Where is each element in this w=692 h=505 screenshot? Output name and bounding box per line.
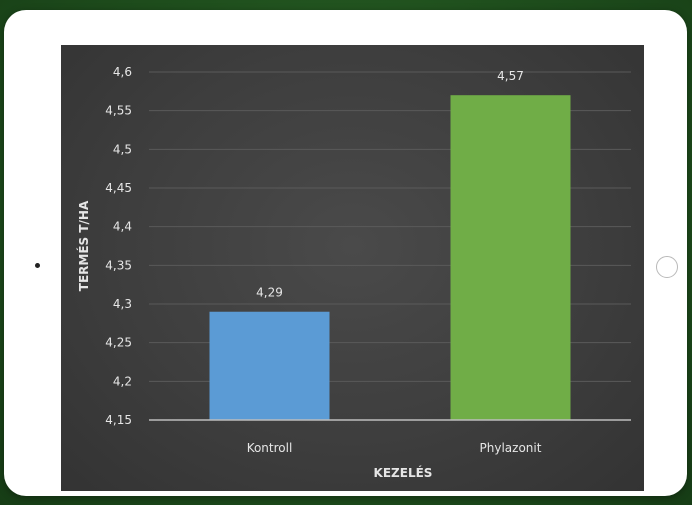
tablet-frame: 4,15 4,2 4,25 4,3 4,35 4,4 4,45 4,5 4,55 4,6 4,29… bbox=[4, 10, 687, 496]
y-tick-label: 4,35 bbox=[105, 258, 132, 272]
x-tick-label: Phylazonit bbox=[480, 441, 542, 455]
camera-dot bbox=[35, 263, 40, 268]
home-button[interactable] bbox=[656, 256, 678, 278]
y-tick-label: 4,6 bbox=[113, 65, 132, 79]
y-tick-label: 4,3 bbox=[113, 297, 132, 311]
y-tick-label: 4,2 bbox=[113, 374, 132, 388]
bars bbox=[209, 95, 571, 420]
y-tick-label: 4,15 bbox=[105, 413, 132, 427]
y-tick-label: 4,5 bbox=[113, 142, 132, 156]
bar-chart: 4,15 4,2 4,25 4,3 4,35 4,4 4,45 4,5 4,55 4,6 4,29… bbox=[76, 65, 631, 480]
y-axis-title: TERMÉS T/HA bbox=[76, 200, 91, 291]
x-axis-title: KEZELÉS bbox=[374, 465, 433, 480]
y-tick-label: 4,4 bbox=[113, 220, 132, 234]
data-labels: 4,29 4,57 bbox=[256, 69, 524, 300]
x-tick-labels: Kontroll Phylazonit bbox=[247, 441, 542, 455]
data-label: 4,57 bbox=[497, 69, 524, 83]
y-tick-labels: 4,15 4,2 4,25 4,3 4,35 4,4 4,45 4,5 4,55 4,6 bbox=[105, 65, 132, 427]
y-tick-label: 4,55 bbox=[105, 104, 132, 118]
bar-kontroll bbox=[209, 311, 330, 420]
y-tick-label: 4,45 bbox=[105, 181, 132, 195]
chart-screen: 4,15 4,2 4,25 4,3 4,35 4,4 4,45 4,5 4,55 4,6 4,29… bbox=[61, 45, 644, 491]
bar-phylazonit bbox=[450, 95, 571, 420]
data-label: 4,29 bbox=[256, 286, 283, 300]
x-tick-label: Kontroll bbox=[247, 441, 293, 455]
y-tick-label: 4,25 bbox=[105, 336, 132, 350]
